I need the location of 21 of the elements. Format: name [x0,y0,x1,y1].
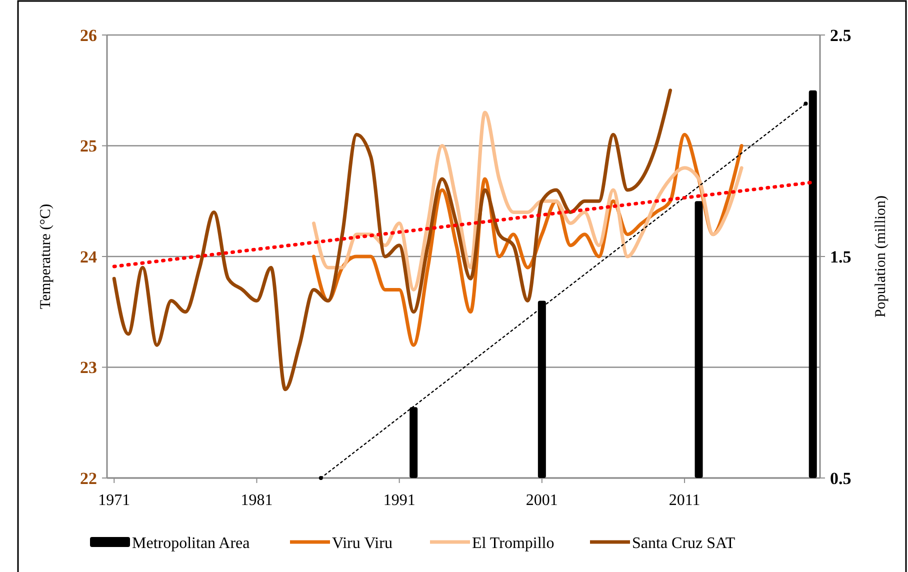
x-tick-label: 1991 [383,492,416,509]
legend-label: Santa Cruz SAT [632,535,736,552]
legend-label: El Trompillo [472,535,554,552]
x-tick-label: 1981 [240,492,273,509]
y-tick-label: 25 [80,136,97,156]
y-axis-title: Temperature (°C) [38,204,54,310]
legend-label: Metropolitan Area [132,535,250,552]
legend-label: Viru Viru [332,535,392,552]
y-tick-label: 24 [80,247,98,266]
y2-tick-label: 2.5 [830,26,852,45]
x-tick-label: 1971 [98,492,130,509]
y-tick-label: 26 [80,26,97,45]
y-tick-label: 23 [80,358,97,378]
y-tick-label: 22 [80,468,97,488]
y2-tick-label: 0.5 [830,468,852,488]
x-tick-label: 2001 [526,492,558,509]
x-tick-label: 2011 [668,492,700,509]
y2-axis-title: Population (million) [873,195,889,318]
line-series [112,88,672,392]
y2-tick-label: 1.5 [830,247,852,266]
line-series [312,110,744,292]
